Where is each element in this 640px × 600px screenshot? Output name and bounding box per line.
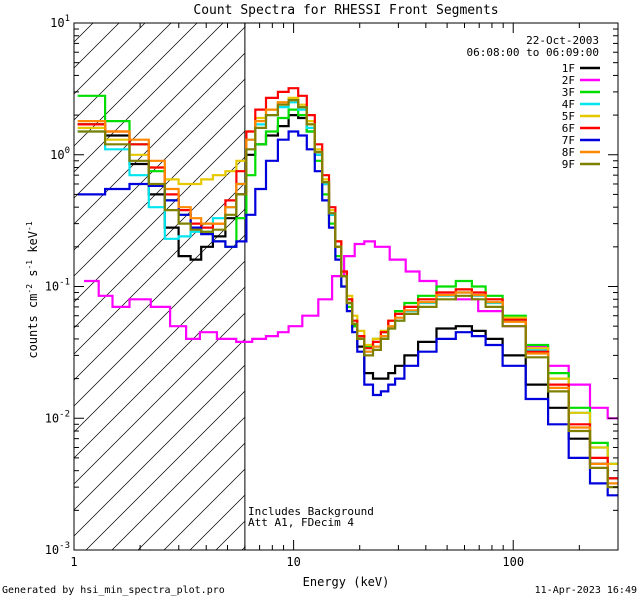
y-tick-label-exponent: 1 bbox=[65, 14, 70, 24]
hatch-line bbox=[74, 338, 245, 511]
y-tick-label-exponent: -2 bbox=[59, 409, 70, 419]
y-tick-label-exponent: 0 bbox=[65, 146, 70, 156]
series-line-8F bbox=[77, 99, 618, 485]
y-tick-label: 10-1 bbox=[45, 278, 70, 294]
hatch-line bbox=[74, 23, 146, 95]
hatch-line bbox=[74, 104, 245, 277]
y-axis-label-exp3: -1 bbox=[25, 221, 34, 231]
date-label: 22-Oct-2003 bbox=[526, 34, 599, 47]
y-axis-label: counts cm-2 s-1 keV-1 bbox=[25, 221, 40, 358]
y-tick-label-exponent: -1 bbox=[59, 278, 70, 288]
y-tick-label-base: 10 bbox=[45, 543, 59, 557]
annotation-background: Includes Background bbox=[248, 505, 374, 518]
chart-title: Count Spectra for RHESSI Front Segments bbox=[193, 3, 498, 18]
y-axis-ticks bbox=[74, 22, 618, 551]
x-tick-label: 1 bbox=[70, 555, 77, 569]
hatch-line bbox=[74, 23, 224, 173]
hatch-line bbox=[74, 312, 245, 485]
hatch-line bbox=[137, 442, 245, 550]
hatch-line bbox=[74, 23, 120, 69]
hatch-line bbox=[74, 208, 245, 381]
legend-label-6F: 6F bbox=[562, 122, 575, 135]
y-axis-label-exp2: -1 bbox=[25, 260, 34, 270]
series-line-3F bbox=[77, 94, 618, 465]
hatch-line bbox=[215, 520, 245, 550]
time-range-label: 06:08:00 to 06:09:00 bbox=[467, 46, 599, 59]
hatch-line bbox=[0, 0, 100, 550]
hatched-region bbox=[0, 0, 640, 550]
x-axis-ticks bbox=[73, 23, 619, 550]
legend-label-8F: 8F bbox=[562, 146, 575, 159]
y-tick-label: 10-3 bbox=[45, 541, 70, 557]
hatch-line bbox=[74, 260, 245, 433]
hatch-line bbox=[241, 546, 245, 550]
y-axis-label-mid: s bbox=[26, 270, 40, 284]
hatch-line bbox=[111, 416, 245, 550]
hatch-line bbox=[74, 156, 245, 329]
y-tick-label: 101 bbox=[50, 14, 70, 30]
hatch-line bbox=[74, 26, 245, 199]
y-axis-label-tail: keV bbox=[26, 231, 40, 260]
hatch-line bbox=[74, 364, 245, 537]
y-tick-label-base: 10 bbox=[50, 148, 64, 162]
hatch-line bbox=[74, 23, 94, 43]
series-line-4F bbox=[77, 101, 618, 465]
y-tick-label: 100 bbox=[50, 146, 70, 162]
hatch-line bbox=[74, 182, 245, 355]
y-tick-label-base: 10 bbox=[50, 16, 64, 30]
legend-label-5F: 5F bbox=[562, 110, 575, 123]
series-line-5F bbox=[77, 96, 618, 465]
footer-generated-by: Generated by hsi_min_spectra_plot.pro bbox=[2, 585, 225, 596]
hatch-line bbox=[74, 52, 245, 225]
legend-label-1F: 1F bbox=[562, 62, 575, 75]
hatch-line bbox=[74, 234, 245, 407]
x-tick-label: 10 bbox=[286, 555, 300, 569]
y-tick-label-exponent: -3 bbox=[59, 541, 70, 551]
footer-timestamp: 11-Apr-2023 16:49 bbox=[535, 585, 637, 596]
legend-label-3F: 3F bbox=[562, 86, 575, 99]
series-line-9F bbox=[77, 99, 618, 489]
hatch-line bbox=[268, 0, 640, 550]
legend-label-2F: 2F bbox=[562, 74, 575, 87]
y-tick-label-base: 10 bbox=[45, 411, 59, 425]
hatch-line bbox=[74, 23, 172, 121]
series-line-6F bbox=[77, 87, 618, 480]
hatch-line bbox=[74, 78, 245, 251]
y-axis-label-base: counts cm bbox=[26, 294, 40, 359]
series-layer bbox=[77, 87, 618, 497]
legend-label-4F: 4F bbox=[562, 98, 575, 111]
hatch-line bbox=[85, 390, 245, 550]
y-tick-label: 10-2 bbox=[45, 409, 70, 425]
x-axis-label: Energy (keV) bbox=[303, 575, 390, 589]
y-axis-label-exp1: -2 bbox=[25, 284, 34, 294]
legend-label-7F: 7F bbox=[562, 134, 575, 147]
hatch-line bbox=[74, 23, 198, 147]
hatch-line bbox=[74, 286, 245, 459]
hatch-line bbox=[74, 130, 245, 303]
x-tick-label: 100 bbox=[502, 555, 524, 569]
annotation-attenuator: Att A1, FDecim 4 bbox=[248, 516, 354, 529]
legend-label-9F: 9F bbox=[562, 158, 575, 171]
y-tick-label-base: 10 bbox=[45, 280, 59, 294]
series-line-7F bbox=[77, 130, 618, 497]
x-axis-tick-labels: 1 10 100 bbox=[70, 555, 524, 569]
